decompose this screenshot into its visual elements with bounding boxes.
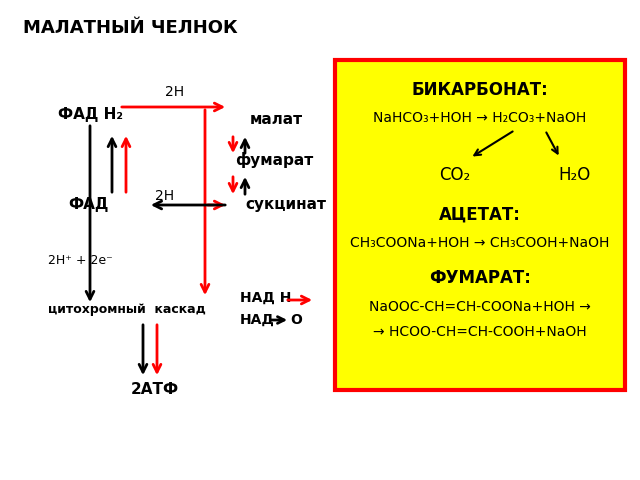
Text: цитохромный  каскад: цитохромный каскад bbox=[48, 303, 206, 316]
Text: АЦЕТАТ:: АЦЕТАТ: bbox=[439, 206, 521, 224]
Text: МАЛАТНЫЙ ЧЕЛНОК: МАЛАТНЫЙ ЧЕЛНОК bbox=[22, 19, 237, 37]
Bar bbox=[335, 60, 625, 390]
Text: → HCOO-CH=CH-COOH+NaOH: → HCOO-CH=CH-COOH+NaOH bbox=[373, 325, 587, 339]
Text: CO₂: CO₂ bbox=[440, 166, 470, 184]
Text: сукцинат: сукцинат bbox=[245, 197, 326, 213]
Text: БИКАРБОНАТ:: БИКАРБОНАТ: bbox=[412, 81, 548, 99]
Text: NaOOC-CH=CH-COONa+HOH →: NaOOC-CH=CH-COONa+HOH → bbox=[369, 300, 591, 314]
Text: О: О bbox=[290, 313, 302, 327]
Text: НАД: НАД bbox=[240, 313, 275, 327]
Text: ФАД: ФАД bbox=[68, 197, 108, 213]
Text: 2Н: 2Н bbox=[156, 189, 175, 203]
Text: CH₃COONa+HOH → CH₃COOH+NaOH: CH₃COONa+HOH → CH₃COOH+NaOH bbox=[350, 236, 610, 250]
Text: H₂O: H₂O bbox=[559, 166, 591, 184]
Text: 2АТФ: 2АТФ bbox=[131, 383, 179, 397]
Text: ФАД Н₂: ФАД Н₂ bbox=[58, 108, 123, 122]
Text: фумарат: фумарат bbox=[235, 152, 313, 168]
Text: 2Н: 2Н bbox=[165, 85, 184, 99]
Text: малат: малат bbox=[250, 112, 303, 128]
Text: ФУМАРАТ:: ФУМАРАТ: bbox=[429, 269, 531, 287]
Text: 2Н⁺ + 2е⁻: 2Н⁺ + 2е⁻ bbox=[48, 253, 113, 266]
Text: NaHCO₃+HOH → H₂CO₃+NaOH: NaHCO₃+HOH → H₂CO₃+NaOH bbox=[373, 111, 587, 125]
Text: НАД Н: НАД Н bbox=[240, 291, 291, 305]
